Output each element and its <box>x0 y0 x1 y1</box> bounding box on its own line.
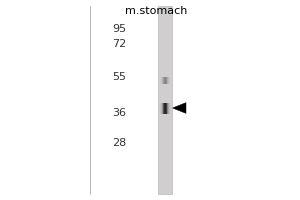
Bar <box>168 102 169 114</box>
Bar <box>165 76 166 84</box>
Bar <box>160 102 161 114</box>
Bar <box>169 76 170 84</box>
Text: 55: 55 <box>112 72 126 82</box>
Bar <box>160 76 161 84</box>
Bar <box>171 76 172 84</box>
Bar <box>171 102 172 114</box>
Text: 28: 28 <box>112 138 126 148</box>
Bar <box>167 76 168 84</box>
Bar <box>170 102 171 114</box>
Text: 95: 95 <box>112 24 126 34</box>
Bar <box>163 76 164 84</box>
Text: m.stomach: m.stomach <box>125 6 187 16</box>
Bar <box>167 102 168 114</box>
Bar <box>161 76 162 84</box>
Bar <box>168 76 169 84</box>
Bar <box>166 76 167 84</box>
Bar <box>165 102 166 114</box>
Bar <box>164 102 165 114</box>
Bar <box>166 102 167 114</box>
Bar <box>159 76 160 84</box>
Bar <box>159 102 160 114</box>
Bar <box>162 76 163 84</box>
Text: 36: 36 <box>112 108 126 118</box>
Bar <box>169 102 170 114</box>
Bar <box>170 76 171 84</box>
Bar <box>158 6 172 194</box>
Text: 72: 72 <box>112 39 126 49</box>
Polygon shape <box>172 103 186 113</box>
Bar <box>162 102 163 114</box>
Bar <box>169 102 170 114</box>
Bar <box>161 102 162 114</box>
Bar <box>169 76 170 84</box>
Bar <box>164 76 165 84</box>
Bar <box>163 102 164 114</box>
